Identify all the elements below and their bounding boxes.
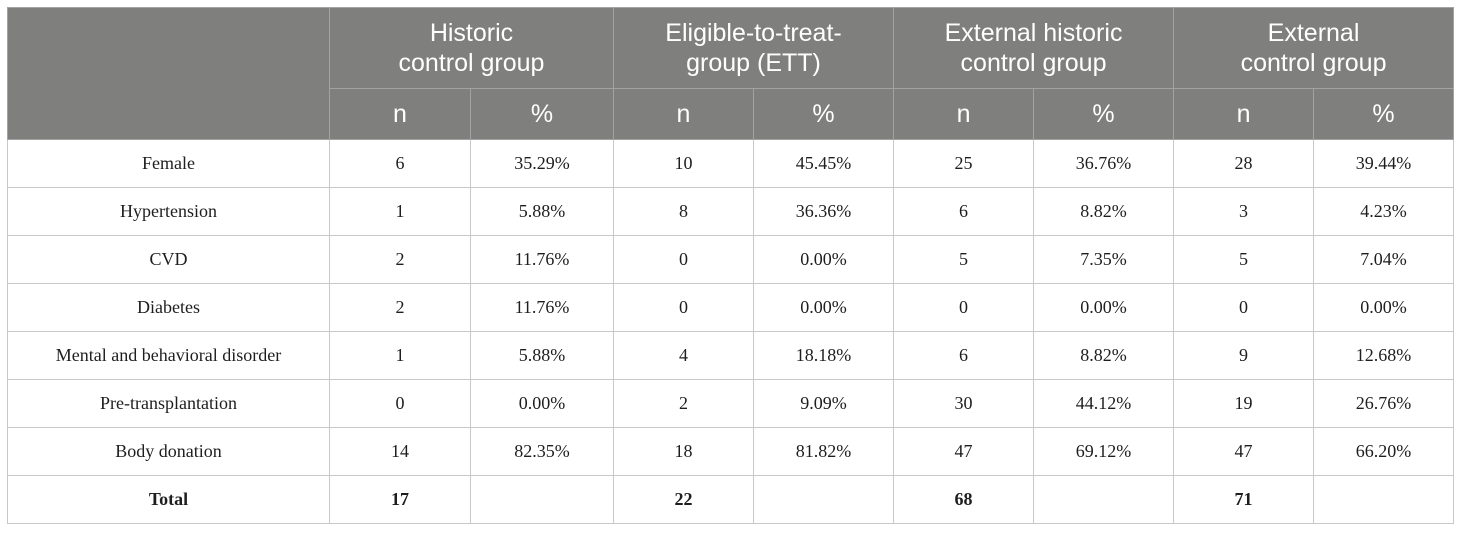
cell-percent: 45.45% (752, 139, 895, 188)
group-header-historic-control: Historic control group (329, 7, 614, 89)
cell-n: 8 (613, 187, 754, 236)
cell-n: 14 (329, 427, 471, 476)
cell-percent: 44.12% (1033, 379, 1175, 428)
table-row: Hypertension 1 5.88% 8 36.36% 6 8.82% 3 4.23% (7, 187, 1455, 236)
cell-n: 0 (893, 283, 1035, 332)
cell-percent: 7.35% (1033, 235, 1175, 284)
table-header: Historic control group Eligible-to-treat… (7, 7, 1455, 140)
corner-cell (7, 7, 330, 140)
cell-percent: 0.00% (470, 379, 614, 428)
row-label: Body donation (7, 427, 330, 476)
cell-n: 0 (329, 379, 471, 428)
cell-percent: 18.18% (752, 331, 895, 380)
group-header-row: Historic control group Eligible-to-treat… (7, 7, 1455, 140)
group-header-external-control: External control group (1173, 7, 1455, 89)
cell-n: 68 (893, 475, 1035, 524)
cell-n: 2 (329, 235, 471, 284)
cell-percent: 12.68% (1313, 331, 1455, 380)
row-label: Mental and behavioral disorder (7, 331, 330, 380)
cell-n: 6 (893, 331, 1035, 380)
cell-n: 28 (1173, 139, 1315, 188)
group-header-ett: Eligible-to-treat- group (ETT) (612, 7, 895, 89)
table-row: Body donation 14 82.35% 18 81.82% 47 69.12% 47 6… (7, 427, 1455, 476)
group-header-external-historic-control: External historic control group (893, 7, 1175, 89)
cell-percent: 0.00% (752, 235, 895, 284)
cell-n: 6 (329, 139, 471, 188)
cell-percent: 0.00% (1313, 283, 1455, 332)
row-label: CVD (7, 235, 330, 284)
cell-percent: 4.23% (1313, 187, 1455, 236)
row-label: Pre-transplantation (7, 379, 330, 428)
cell-n: 2 (613, 379, 754, 428)
table-row: Mental and behavioral disorder 1 5.88% 4 18.… (7, 331, 1455, 380)
cell-n: 5 (893, 235, 1035, 284)
cell-n: 71 (1173, 475, 1315, 524)
subheader-n: n (329, 88, 471, 140)
cell-percent: 8.82% (1033, 331, 1175, 380)
table-row: Pre-transplantation 0 0.00% 2 9.09% 30 44.12% 1… (7, 379, 1455, 428)
subheader-percent: % (1313, 88, 1455, 140)
cell-n: 9 (1173, 331, 1315, 380)
total-row: Total 17 22 68 71 (7, 475, 1455, 524)
cell-n: 0 (613, 283, 754, 332)
cell-percent (1033, 475, 1175, 524)
cell-n: 19 (1173, 379, 1315, 428)
cell-n: 2 (329, 283, 471, 332)
subheader-n: n (893, 88, 1035, 140)
table-row: CVD 2 11.76% 0 0.00% 5 7.35% 5 7.04% (7, 235, 1455, 284)
cell-n: 0 (613, 235, 754, 284)
table-row: Diabetes 2 11.76% 0 0.00% 0 0.00% 0 0.00% (7, 283, 1455, 332)
cell-n: 22 (613, 475, 754, 524)
subheader-percent: % (752, 88, 895, 140)
cell-percent: 8.82% (1033, 187, 1175, 236)
cell-percent: 11.76% (470, 283, 614, 332)
row-label: Female (7, 139, 330, 188)
subheader-percent: % (470, 88, 614, 140)
cell-percent: 5.88% (470, 331, 614, 380)
cell-percent: 26.76% (1313, 379, 1455, 428)
cell-n: 6 (893, 187, 1035, 236)
cell-n: 47 (1173, 427, 1315, 476)
cell-percent: 81.82% (752, 427, 895, 476)
subheader-n: n (613, 88, 754, 140)
cell-n: 47 (893, 427, 1035, 476)
cell-n: 18 (613, 427, 754, 476)
cell-percent (1313, 475, 1455, 524)
cell-percent: 0.00% (752, 283, 895, 332)
cell-percent: 7.04% (1313, 235, 1455, 284)
cell-percent: 35.29% (470, 139, 614, 188)
table-body: Female 6 35.29% 10 45.45% 25 36.76% 28 39.44% Hyp… (7, 139, 1455, 524)
cell-percent (470, 475, 614, 524)
subheader-n: n (1173, 88, 1315, 140)
cell-n: 4 (613, 331, 754, 380)
cell-percent: 36.36% (752, 187, 895, 236)
cell-n: 1 (329, 187, 471, 236)
cell-percent: 39.44% (1313, 139, 1455, 188)
cell-percent: 9.09% (752, 379, 895, 428)
cell-n: 0 (1173, 283, 1315, 332)
cell-percent: 11.76% (470, 235, 614, 284)
subheader-percent: % (1033, 88, 1175, 140)
cell-percent: 69.12% (1033, 427, 1175, 476)
subheader-row: n % n % n % n % (8, 88, 1455, 140)
cell-n: 3 (1173, 187, 1315, 236)
cell-n: 30 (893, 379, 1035, 428)
cell-percent (752, 475, 895, 524)
cell-n: 10 (613, 139, 754, 188)
cell-percent: 66.20% (1313, 427, 1455, 476)
cell-percent: 36.76% (1033, 139, 1175, 188)
row-label: Total (7, 475, 330, 524)
cell-n: 5 (1173, 235, 1315, 284)
cell-percent: 0.00% (1033, 283, 1175, 332)
cell-n: 25 (893, 139, 1035, 188)
table-row: Female 6 35.29% 10 45.45% 25 36.76% 28 39.44% (7, 139, 1455, 188)
row-label: Diabetes (7, 283, 330, 332)
cell-n: 17 (329, 475, 471, 524)
row-label: Hypertension (7, 187, 330, 236)
cell-percent: 82.35% (470, 427, 614, 476)
cell-percent: 5.88% (470, 187, 614, 236)
cell-n: 1 (329, 331, 471, 380)
demographics-table: Historic control group Eligible-to-treat… (7, 7, 1455, 524)
